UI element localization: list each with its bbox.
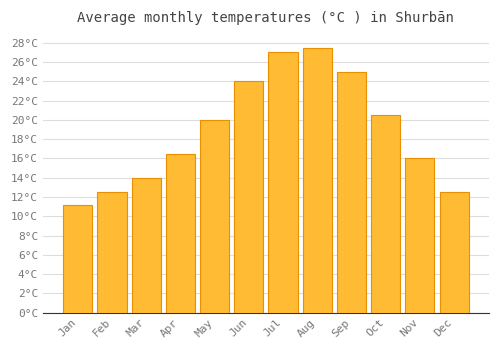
Bar — [98, 192, 126, 313]
Bar — [234, 82, 264, 313]
Bar — [200, 120, 229, 313]
Title: Average monthly temperatures (°C ) in Shurbān: Average monthly temperatures (°C ) in Sh… — [78, 11, 454, 25]
Bar — [63, 205, 92, 313]
Bar — [440, 192, 468, 313]
Bar — [132, 178, 160, 313]
Bar — [337, 72, 366, 313]
Bar — [302, 48, 332, 313]
Bar — [371, 115, 400, 313]
Bar — [406, 159, 434, 313]
Bar — [268, 52, 298, 313]
Bar — [166, 154, 195, 313]
